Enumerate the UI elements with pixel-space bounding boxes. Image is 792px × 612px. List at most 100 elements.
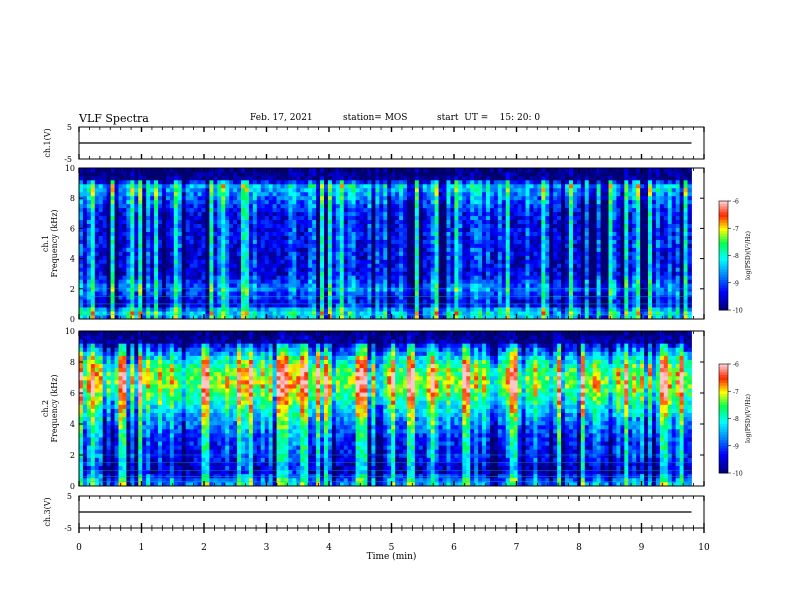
spectrogram-cell — [134, 251, 139, 256]
spectrogram-cell — [438, 275, 443, 280]
spectrogram-cell — [497, 175, 503, 181]
spectrogram-cell — [122, 168, 127, 173]
spectrogram-cell — [260, 259, 266, 264]
spectrogram-cell — [438, 243, 443, 248]
spectrogram-cell — [434, 207, 439, 213]
spectrogram-cell — [446, 243, 451, 248]
spectrogram-cell — [422, 303, 428, 308]
spectrogram-cell — [478, 259, 483, 264]
spectrogram-cell — [537, 307, 542, 312]
spectrogram-cell — [300, 287, 305, 292]
spectrogram-cell — [173, 183, 179, 189]
spectrogram-cell — [391, 315, 396, 320]
spectrogram-cell — [572, 315, 578, 320]
spectrogram-cell — [237, 219, 242, 225]
spectrogram-cell — [557, 199, 562, 205]
spectrogram-cell — [576, 307, 582, 312]
spectrogram-cell — [79, 203, 84, 209]
spectrogram-cell — [276, 239, 281, 244]
spectrogram-cell — [146, 203, 151, 209]
spectrogram-cell — [316, 311, 321, 316]
spectrogram-cell — [497, 199, 503, 205]
spectrogram-cell — [339, 259, 345, 264]
spectrogram-cell — [497, 299, 503, 304]
spectrogram-cell — [442, 223, 447, 228]
spectrogram-cell — [569, 227, 574, 232]
spectrogram-cell — [280, 271, 285, 276]
spectrogram-cell — [501, 315, 507, 320]
spectrogram-cell — [142, 259, 147, 264]
spectrogram-cell — [138, 263, 143, 268]
spectrogram-cell — [237, 263, 242, 268]
spectrogram-cell — [114, 187, 119, 193]
spectrogram-cell — [138, 311, 143, 316]
spectrogram-cell — [379, 271, 384, 276]
spectrogram-cell — [284, 203, 289, 209]
spectrogram-cell — [82, 291, 88, 296]
spectrogram-cell — [90, 299, 96, 304]
spectrogram-cell — [122, 283, 127, 288]
spectrogram-cell — [106, 211, 112, 217]
spectrogram-cell — [533, 239, 538, 244]
spectrogram-cell — [371, 299, 376, 304]
spectrogram-cell — [122, 275, 127, 280]
spectrogram-cell — [486, 287, 491, 292]
spectrogram-cell — [355, 291, 360, 296]
spectrogram-cell — [134, 231, 139, 236]
spectrogram-cell — [505, 291, 511, 296]
spectrogram-cell — [509, 247, 515, 252]
spectrogram-cell — [233, 239, 238, 244]
spectrogram-cell — [588, 243, 594, 248]
spectrogram-cell — [446, 215, 451, 221]
spectrogram-cell — [588, 191, 594, 197]
spectrogram-cell — [442, 227, 447, 232]
spectrogram-cell — [489, 187, 495, 193]
spectrogram-cell — [335, 239, 341, 244]
spectrogram-cell — [521, 183, 526, 189]
spectrogram-cell — [351, 187, 357, 193]
spectrogram-cell — [284, 239, 289, 244]
spectrogram-cell — [158, 279, 163, 284]
spectrogram-cell — [367, 299, 372, 304]
spectrogram-cell — [387, 287, 392, 292]
spectrogram-cell — [142, 195, 147, 201]
spectrogram-cell — [537, 259, 542, 264]
spectrogram-cell — [537, 255, 542, 260]
spectrogram-cell — [545, 207, 550, 213]
spectrogram-cell — [525, 227, 530, 232]
spectrogram-cell — [553, 291, 558, 296]
spectrogram-cell — [264, 263, 270, 268]
spectrogram-cell — [126, 195, 131, 201]
spectrogram-cell — [517, 191, 522, 197]
spectrogram-cell — [86, 303, 92, 308]
spectrogram-cell — [79, 175, 84, 181]
spectrogram-cell — [205, 187, 210, 193]
spectrogram-cell — [276, 247, 281, 252]
spectrogram-cell — [296, 211, 301, 217]
spectrogram-cell — [138, 291, 143, 296]
spectrogram-cell — [549, 255, 554, 260]
spectrogram-cell — [264, 291, 270, 296]
spectrogram-cell — [118, 295, 123, 300]
spectrogram-cell — [553, 299, 558, 304]
spectrogram-cell — [470, 303, 475, 308]
spectrogram-cell — [134, 263, 139, 268]
spectrogram-cell — [450, 171, 455, 177]
spectrogram-cell — [478, 279, 483, 284]
spectrogram-cell — [529, 291, 534, 296]
spectrogram-cell — [446, 195, 451, 201]
spectrogram-cell — [343, 179, 349, 185]
spectrogram-cell — [446, 247, 451, 252]
spectrogram-cell — [399, 267, 404, 272]
spectrogram-cell — [177, 251, 183, 256]
spectrogram-cell — [383, 223, 388, 228]
spectrogram-cell — [189, 219, 194, 225]
spectrogram-cell — [458, 168, 463, 173]
spectrogram-cell — [181, 231, 187, 236]
spectrogram-cell — [154, 247, 159, 252]
spectrogram-cell — [213, 219, 218, 225]
spectrogram-cell — [86, 279, 92, 284]
spectrogram-cell — [569, 263, 574, 268]
spectrogram-cell — [347, 279, 353, 284]
spectrogram-cell — [576, 239, 582, 244]
